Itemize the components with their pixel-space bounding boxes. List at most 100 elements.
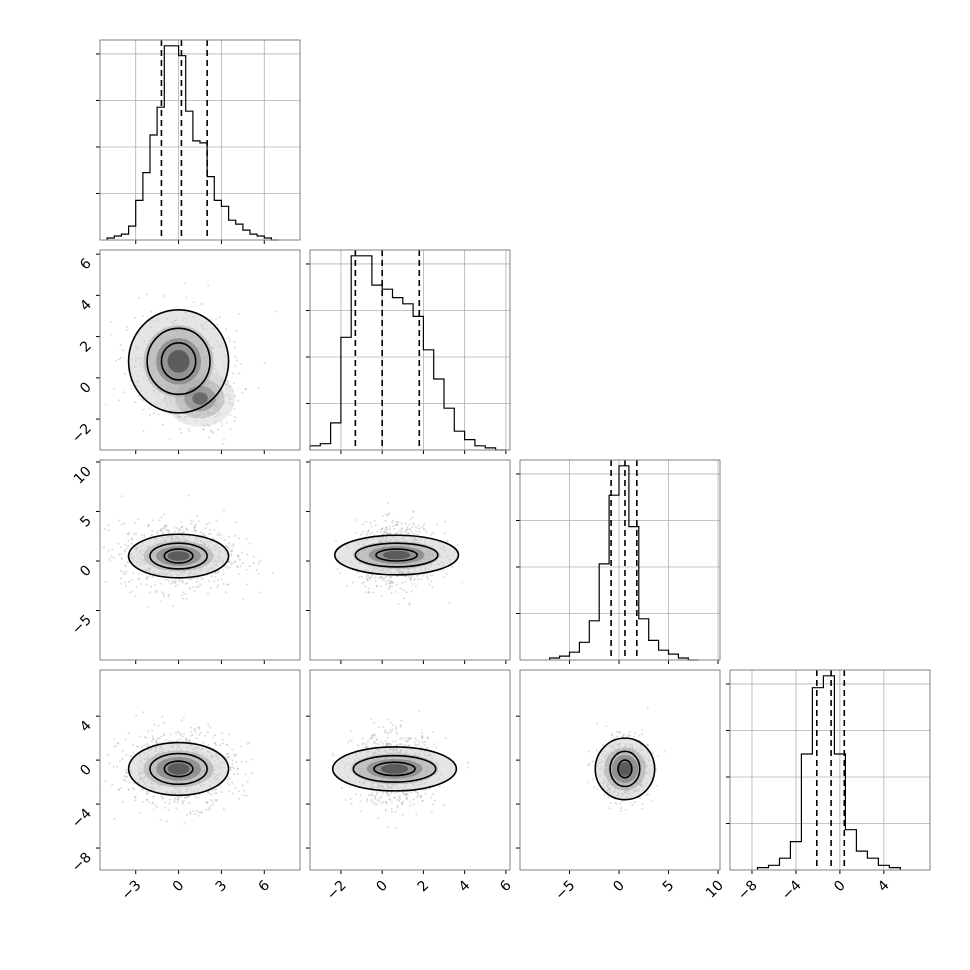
scatter-point bbox=[202, 423, 205, 426]
scatter-point bbox=[362, 581, 365, 584]
scatter-point bbox=[408, 736, 411, 739]
scatter-point bbox=[240, 760, 243, 763]
scatter-point bbox=[207, 413, 210, 416]
scatter-point bbox=[167, 580, 170, 583]
contour-line bbox=[127, 533, 230, 579]
scatter-point bbox=[228, 566, 231, 569]
scatter-point bbox=[125, 547, 128, 550]
scatter-point bbox=[402, 589, 405, 592]
scatter-point bbox=[156, 532, 159, 535]
scatter-point bbox=[390, 743, 392, 746]
scatter-point bbox=[429, 574, 432, 577]
scatter-point bbox=[222, 568, 225, 571]
pair-panel-1-4 bbox=[96, 711, 265, 874]
scatter-point bbox=[207, 744, 210, 747]
scatter-point bbox=[412, 510, 415, 513]
scatter-point bbox=[120, 787, 122, 790]
scatter-point bbox=[150, 534, 153, 536]
scatter-point bbox=[385, 808, 388, 811]
scatter-point bbox=[213, 400, 216, 403]
density-level bbox=[167, 350, 190, 373]
scatter-point bbox=[386, 528, 389, 531]
scatter-point bbox=[217, 584, 220, 587]
scatter-point bbox=[603, 794, 606, 797]
scatter-point bbox=[123, 550, 126, 553]
scatter-point bbox=[377, 817, 380, 819]
scatter-point bbox=[231, 759, 234, 762]
scatter-point bbox=[109, 560, 112, 562]
scatter-point bbox=[239, 565, 242, 567]
scatter-point bbox=[209, 430, 212, 433]
scatter-point bbox=[609, 801, 612, 804]
scatter-point bbox=[222, 742, 224, 744]
scatter-point bbox=[145, 578, 148, 581]
scatter-point bbox=[371, 573, 374, 576]
scatter-point bbox=[433, 743, 436, 746]
contour-line bbox=[163, 548, 194, 564]
scatter-point bbox=[422, 574, 425, 577]
scatter-point bbox=[374, 524, 377, 527]
scatter-point bbox=[124, 584, 127, 587]
scatter-point bbox=[127, 540, 130, 542]
scatter-point bbox=[115, 359, 118, 362]
scatter-point bbox=[410, 590, 413, 593]
scatter-point bbox=[415, 744, 418, 747]
scatter-point bbox=[184, 415, 187, 418]
scatter-point bbox=[369, 577, 372, 580]
scatter-point bbox=[467, 766, 470, 769]
scatter-point bbox=[414, 790, 417, 793]
scatter-point bbox=[365, 575, 368, 578]
hist-frame bbox=[729, 669, 931, 871]
scatter-point bbox=[159, 582, 162, 585]
scatter-point bbox=[210, 575, 213, 578]
scatter-point bbox=[183, 796, 186, 799]
scatter-point bbox=[435, 523, 438, 526]
scatter-point bbox=[151, 575, 154, 578]
scatter-point bbox=[216, 415, 219, 417]
scatter-point bbox=[381, 527, 384, 530]
scatter-point bbox=[145, 736, 148, 739]
scatter-point bbox=[205, 808, 208, 811]
scatter-point bbox=[396, 743, 399, 746]
scatter-point bbox=[403, 530, 406, 533]
scatter-point bbox=[146, 798, 149, 801]
scatter-point bbox=[370, 718, 373, 721]
scatter-point bbox=[215, 792, 218, 795]
scatter-point bbox=[379, 576, 382, 579]
scatter-point bbox=[217, 395, 220, 398]
scatter-point bbox=[408, 744, 411, 747]
scatter-point bbox=[225, 545, 228, 548]
scatter-point bbox=[197, 726, 200, 729]
scatter-point bbox=[385, 530, 388, 533]
scatter-point bbox=[380, 802, 383, 805]
scatter-point bbox=[391, 801, 393, 804]
scatter-point bbox=[214, 788, 217, 791]
scatter-point bbox=[399, 529, 402, 532]
scatter-point bbox=[213, 422, 216, 425]
scatter-point bbox=[366, 800, 369, 803]
scatter-point bbox=[396, 524, 399, 527]
scatter-point bbox=[216, 799, 218, 801]
scatter-point bbox=[234, 561, 237, 563]
scatter-point bbox=[138, 572, 140, 575]
scatter-point bbox=[214, 792, 216, 795]
scatter-point bbox=[212, 401, 215, 404]
density-level bbox=[380, 764, 409, 774]
scatter-point bbox=[111, 548, 114, 551]
scatter-point bbox=[388, 528, 391, 531]
scatter-point bbox=[417, 743, 420, 746]
scatter-point bbox=[382, 726, 385, 728]
scatter-point bbox=[467, 761, 469, 764]
scatter-point bbox=[121, 749, 124, 752]
scatter-point bbox=[223, 401, 226, 403]
scatter-point bbox=[192, 416, 195, 419]
scatter-point bbox=[142, 408, 145, 411]
scatter-point bbox=[213, 408, 216, 411]
scatter-point bbox=[189, 578, 192, 581]
scatter-point bbox=[197, 585, 200, 588]
scatter-point bbox=[214, 571, 217, 574]
scatter-point bbox=[184, 592, 187, 595]
scatter-point bbox=[185, 738, 188, 741]
scatter-point bbox=[182, 716, 185, 719]
scatter-point bbox=[379, 740, 382, 743]
